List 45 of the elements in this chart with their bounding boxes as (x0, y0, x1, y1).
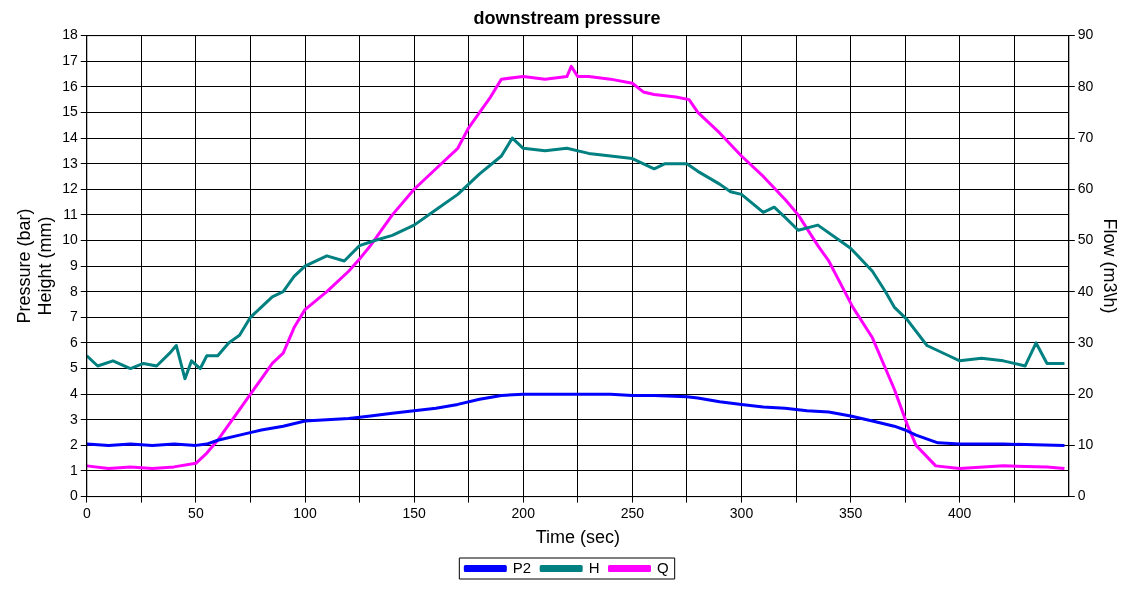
y-tick-label: 3 (69, 410, 78, 427)
x-tick-label: 150 (402, 504, 427, 521)
y-tick-label: 17 (62, 52, 78, 69)
y-tick-label: 8 (69, 282, 78, 299)
y-tick-label: 14 (62, 128, 78, 145)
y2-tick-label: 90 (1077, 26, 1094, 43)
y-tick-label: 0 (69, 487, 78, 504)
x-tick-label: 300 (729, 504, 754, 521)
y-tick-label: 15 (62, 103, 78, 120)
y-tick-label: 13 (62, 154, 78, 171)
y2-tick-label: 20 (1077, 385, 1094, 402)
y-tick-label: 1 (69, 461, 78, 478)
y2-tick-label: 30 (1077, 333, 1094, 350)
y-tick-label: 18 (62, 26, 78, 43)
y2-axis-title: Flow (m3\h) (1100, 218, 1121, 314)
y-tick-label: 10 (62, 231, 78, 248)
y-tick-label: 4 (69, 385, 78, 402)
y2-tick-label: 0 (1077, 487, 1086, 504)
y-tick-label: 11 (63, 205, 78, 222)
chart-title: downstream pressure (473, 7, 661, 28)
x-tick-label: 350 (838, 504, 863, 521)
y-tick-label: 6 (69, 333, 78, 350)
legend-label: H (588, 558, 600, 576)
x-axis-title: Time (sec) (535, 527, 620, 548)
y2-tick-label: 40 (1077, 282, 1094, 299)
x-tick-label: 100 (293, 504, 317, 521)
y2-tick-label: 50 (1077, 231, 1094, 248)
x-tick-label: 200 (511, 504, 536, 521)
y-tick-label: 7 (69, 308, 78, 325)
y2-tick-label: 10 (1077, 436, 1094, 453)
y-axis-title: Pressure (bar) Height (mm) (13, 208, 56, 324)
y-tick-label: 12 (62, 180, 78, 197)
y2-tick-label: 60 (1077, 180, 1094, 197)
x-tick-label: 250 (620, 504, 645, 521)
legend-label: P2 (512, 558, 532, 576)
x-tick-label: 400 (948, 504, 972, 521)
x-tick-label: 50 (188, 504, 204, 521)
y2-tick-label: 70 (1077, 128, 1094, 145)
y2-tick-label: 80 (1077, 77, 1094, 94)
y-tick-label: 16 (62, 77, 78, 94)
y-tick-label: 9 (69, 256, 78, 273)
legend-label: Q (657, 558, 669, 576)
y-tick-label: 2 (69, 436, 78, 453)
x-tick-label: 0 (82, 504, 91, 521)
y-tick-label: 5 (69, 359, 78, 376)
